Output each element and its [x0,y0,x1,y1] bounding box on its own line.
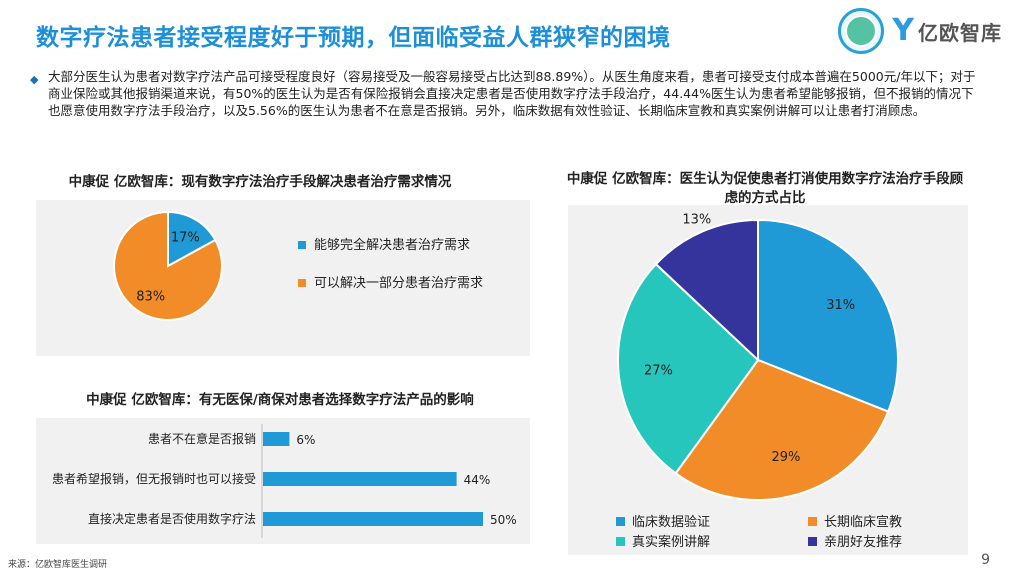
brand-mark-icon: Y [892,13,914,48]
pie-right-legend-swatch-2 [808,517,817,526]
pie-right-legend-swatch-3 [616,537,625,546]
page-number: 9 [981,552,990,568]
pie-right-slice-3 [617,262,760,475]
pie-left-legend-swatch-2 [298,279,306,287]
pie-left-legend-label-1: 能够完全解决患者治疗需求 [314,237,470,253]
pie-right-legend-label-4: 亲朋好友推荐 [824,534,902,550]
pie-right-slice-label-2: 29% [771,450,800,465]
pie-right-legend-label-3: 真实案例讲解 [632,535,710,550]
pie-right-legend-label-1: 临床数据验证 [632,514,710,530]
pie-right-title-line2: 虑的方式占比 [724,190,806,206]
bar-3 [263,512,483,526]
pie-right-title: 中康促 亿欧智库：医生认为促使患者打消使用数字疗法治疗手段顾 虑的方式占比 [530,170,1000,208]
pie-right-legend-label-2: 长期临床宣教 [824,514,902,530]
pie-right-legend-swatch-1 [616,517,625,526]
pie-right-slice-label-3: 27% [644,363,673,378]
bar-value-label-2: 44% [464,473,491,487]
brand-logo: Y 亿欧智库 [892,16,1002,46]
brand-name: 亿欧智库 [918,20,1002,45]
pie-left-slice-label-1: 17% [171,231,200,246]
pie-right-title-line1: 中康促 亿欧智库：医生认为促使患者打消使用数字疗法治疗手段顾 [566,171,964,187]
pie-right-slice-1 [757,218,899,413]
pie-right-slice-label-1: 31% [826,298,855,313]
header-logos: Y 亿欧智库 [838,8,1002,54]
pie-right-slice-4 [654,218,759,363]
pie-left-legend-swatch-1 [298,241,306,249]
pie-left-legend-label-2: 可以解决一部分患者治疗需求 [314,276,483,291]
pie-right-slice-label-4: 13% [682,213,711,228]
pie-left-slice-label-2: 83% [136,289,165,304]
bar-category-label-1: 患者不在意是否报销 [148,431,256,446]
bar-1 [263,432,290,446]
bar-chart-title: 中康促 亿欧智库：有无医保/商保对患者选择数字疗法产品的影响 [86,392,474,408]
bar-value-label-3: 50% [490,513,517,527]
bar-value-label-1: 6% [296,433,315,447]
intro-text: 大部分医生认为患者对数字疗法产品可接受程度良好（容易接受及一般容易接受占比达到8… [48,69,976,118]
pie-left-slice-1 [167,210,217,268]
intro-paragraph: ◆ 大部分医生认为患者对数字疗法产品可接受程度良好（容易接受及一般容易接受占比达… [30,68,976,119]
page-title: 数字疗法患者接受程度好于预期，但面临受益人群狭窄的困境 [36,25,671,51]
pie-left-title: 中康促 亿欧智库：现有数字疗法治疗手段解决患者治疗需求情况 [68,174,452,190]
pie-right-legend-swatch-4 [808,537,817,546]
bar-chart: 患者不在意是否报销 6% 患者希望报销，但无报销时也可以接受 44% 直接决定患者是否使… [52,424,517,538]
diamond-bullet-icon: ◆ [30,73,39,86]
pie-right-slice-2 [674,358,890,501]
bar-category-label-2: 患者希望报销，但无报销时也可以接受 [52,471,256,486]
source-note: 来源：亿欧智库医生调研 [8,560,108,570]
association-seal-logo [838,8,885,54]
bar-2 [263,472,457,486]
bar-category-label-3: 直接决定患者是否使用数字疗法 [88,511,256,526]
pie-left-slice-2 [113,210,223,321]
